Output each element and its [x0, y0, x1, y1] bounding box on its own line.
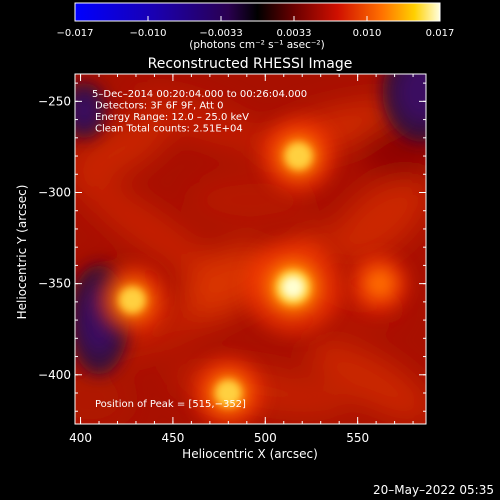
x-axis-label: Heliocentric X (arcsec)	[182, 447, 318, 461]
emission-source	[261, 118, 336, 194]
x-tick-label: 450	[161, 431, 184, 445]
heatmap-image	[75, 74, 426, 424]
x-tick-label: 500	[254, 431, 277, 445]
colorbar-tick-label: −0.017	[56, 28, 93, 39]
colorbar-units: (photons cm⁻² s⁻¹ asec⁻²)	[189, 39, 324, 51]
negative-region	[75, 82, 107, 139]
y-axis-label: Heliocentric Y (arcsec)	[15, 185, 29, 320]
emission-source	[192, 357, 264, 424]
colorbar-tick-label: −0.0033	[199, 28, 242, 39]
colorbar-ticks: −0.017 −0.010 −0.0033 0.0033 0.010 0.017	[56, 16, 454, 39]
x-tick-label: 550	[346, 431, 369, 445]
annotation-line: Energy Range: 12.0 – 25.0 keV	[95, 112, 249, 123]
colorbar	[75, 3, 440, 21]
annotation-line: Detectors: 3F 6F 9F, Att 0	[95, 101, 223, 112]
chart-title: Reconstructed RHESSI Image	[148, 56, 353, 72]
annotations: 5–Dec–2014 00:20:04.000 to 00:26:04.000D…	[92, 89, 307, 135]
y-tick-label: −300	[38, 185, 71, 199]
colorbar-tick-label: −0.010	[129, 28, 166, 39]
emission-source	[96, 264, 168, 336]
colorbar-tick-label: 0.010	[353, 28, 382, 39]
peak-position-label: Position of Peak = [515,−352]	[95, 399, 246, 410]
x-axis: 400 450 500 550	[69, 74, 414, 445]
footer-timestamp: 20–May–2022 05:35	[373, 483, 494, 497]
emission-source	[351, 255, 409, 313]
plot-frame	[74, 73, 427, 425]
negative-region	[382, 74, 426, 143]
y-tick-label: −250	[38, 94, 71, 108]
emission-source	[244, 239, 341, 336]
colorbar-tick-label: 0.0033	[277, 28, 312, 39]
x-tick-label: 400	[69, 431, 92, 445]
y-axis: −250 −300 −350 −400	[38, 82, 426, 412]
colorbar-tick-label: 0.017	[426, 28, 455, 39]
y-tick-label: −400	[38, 368, 71, 382]
annotation-line: Clean Total counts: 2.51E+04	[95, 124, 243, 135]
y-tick-label: −350	[38, 277, 71, 291]
annotation-line: 5–Dec–2014 00:20:04.000 to 00:26:04.000	[92, 89, 307, 100]
